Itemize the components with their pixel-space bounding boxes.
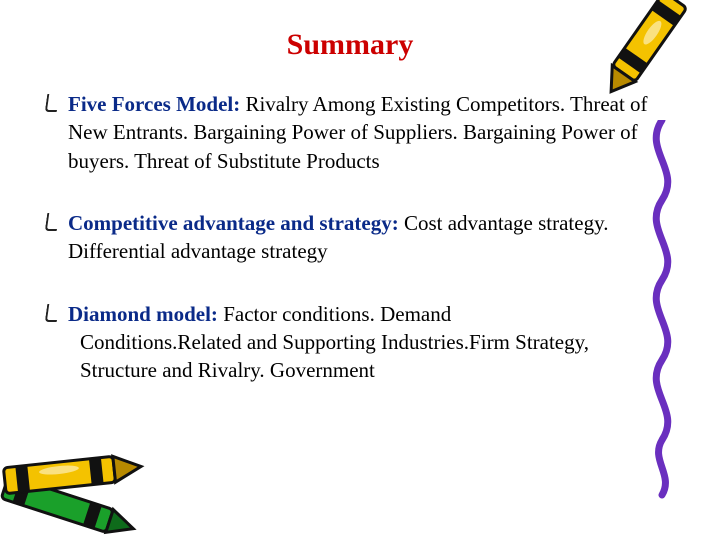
list-item: Diamond model: Factor conditions. Demand… (40, 300, 660, 385)
page-title: Summary (40, 28, 660, 62)
list-item: Competitive advantage and strategy: Cost… (40, 209, 660, 266)
bullet-lead: Diamond model: (68, 302, 223, 326)
bullet-lead: Five Forces Model: (68, 92, 245, 116)
bullet-body-continued: Conditions.Related and Supporting Indust… (68, 328, 660, 385)
bullet-lead: Competitive advantage and strategy: (68, 211, 404, 235)
bullet-list: Five Forces Model: Rivalry Among Existin… (40, 90, 660, 385)
crayon-icon (596, 0, 720, 122)
crayon-decoration-bottom-left (0, 420, 160, 540)
slide: Summary Five Forces Model: Rivalry Among… (0, 0, 720, 540)
bullet-body: Factor conditions. Demand (223, 302, 451, 326)
list-item: Five Forces Model: Rivalry Among Existin… (40, 90, 660, 175)
crayons-icon (0, 420, 160, 540)
crayon-decoration-top-right (596, 0, 720, 122)
squiggle-decoration (632, 120, 692, 505)
squiggle-icon (632, 120, 692, 500)
